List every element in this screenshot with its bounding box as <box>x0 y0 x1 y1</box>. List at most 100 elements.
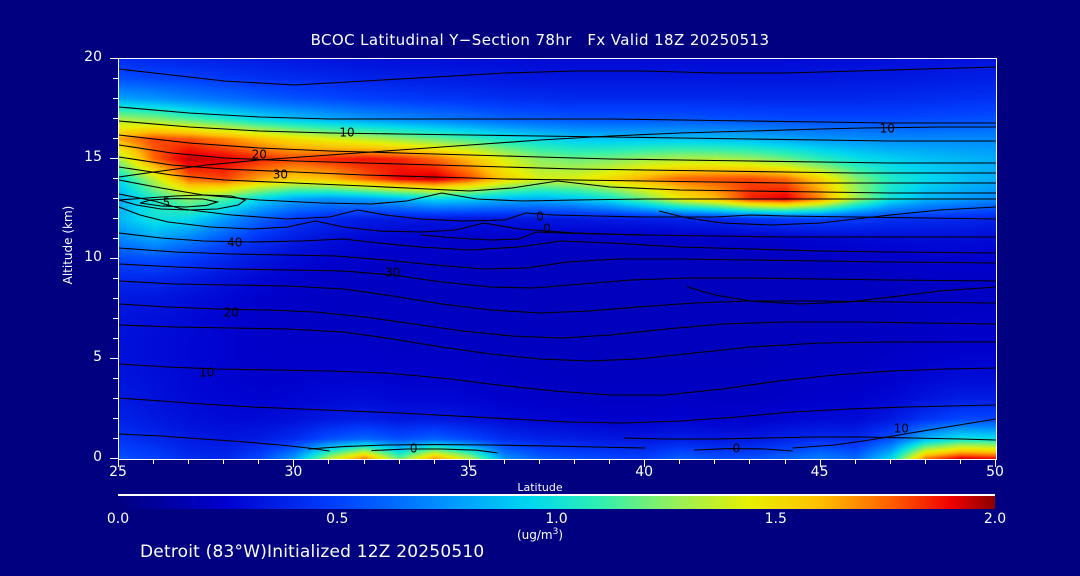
colorbar-tick-label: 1.0 <box>545 511 568 527</box>
colorbar-units: (ug/m3) <box>0 527 1080 542</box>
contour-line <box>119 166 996 194</box>
contour-label: 10 <box>339 126 354 140</box>
contour-label: 0 <box>536 210 544 224</box>
contour-line <box>659 206 996 226</box>
contour-line <box>119 156 996 184</box>
x-axis-minor-tick <box>188 459 190 464</box>
contour-line <box>371 448 498 454</box>
y-axis-tick-label: 0 <box>93 449 102 465</box>
colorbar-units-exponent: 3 <box>552 527 559 537</box>
y-axis-major-tick <box>110 358 118 359</box>
x-axis-minor-tick <box>398 459 400 464</box>
x-axis-minor-tick <box>363 459 365 464</box>
contour-line <box>119 193 996 222</box>
contour-line <box>119 363 996 396</box>
y-axis-minor-tick <box>113 218 118 219</box>
x-axis-major-tick <box>293 459 295 467</box>
x-axis-minor-tick <box>714 459 716 464</box>
contour-line <box>119 194 247 211</box>
contour-label: 10 <box>894 422 909 436</box>
contour-line <box>119 324 996 362</box>
contour-line <box>792 418 996 449</box>
y-axis-minor-tick <box>113 178 118 179</box>
colorbar-tick-label: 0.5 <box>326 511 349 527</box>
contour-line <box>420 231 646 241</box>
x-axis-minor-tick <box>609 459 611 464</box>
y-axis-minor-tick <box>113 338 118 339</box>
x-axis-minor-tick <box>924 459 926 464</box>
contour-label: 0 <box>410 442 418 456</box>
x-axis-major-tick <box>118 459 119 467</box>
x-axis-tick-label: 30 <box>284 464 303 480</box>
x-axis-minor-tick <box>889 459 891 464</box>
heatmap-field <box>119 59 996 459</box>
colorbar-tick-label: 0.0 <box>106 511 130 527</box>
y-axis-minor-tick <box>113 398 118 399</box>
y-axis-major-tick <box>110 458 118 459</box>
contour-line <box>624 436 996 441</box>
contour-label: 30 <box>273 168 288 182</box>
x-axis-minor-tick <box>784 459 786 464</box>
y-axis-minor-tick <box>113 118 118 119</box>
colorbar-units-text: (ug/m <box>516 528 553 542</box>
x-axis-tick-label: 50 <box>986 464 1004 480</box>
contour-label: 5 <box>163 196 171 210</box>
contour-label: 10 <box>880 122 895 136</box>
y-axis-minor-tick <box>113 438 118 439</box>
y-axis-minor-tick <box>113 78 118 79</box>
x-axis-minor-tick <box>258 459 260 464</box>
x-axis-major-tick <box>819 459 821 467</box>
contour-label: 20 <box>224 306 239 320</box>
contour-line <box>139 198 220 208</box>
y-axis-tick-label: 20 <box>84 49 102 65</box>
x-axis-minor-tick <box>538 459 540 464</box>
y-axis-tick-label: 15 <box>84 149 102 165</box>
contour-line <box>119 106 996 124</box>
colorbar-tick-label: 1.5 <box>764 511 787 527</box>
x-axis-tick-label: 45 <box>810 464 829 480</box>
x-axis-minor-tick <box>503 459 505 464</box>
x-axis-tick-label: 25 <box>109 464 127 480</box>
y-axis-major-tick <box>110 58 118 59</box>
x-axis-minor-tick <box>328 459 330 464</box>
y-axis-tick-label: 10 <box>84 249 102 265</box>
contour-line <box>119 126 996 178</box>
colorbar-units-close: ) <box>558 528 564 542</box>
contour-label: 10 <box>199 366 214 380</box>
x-axis-major-tick <box>644 459 646 467</box>
contour-line <box>308 444 646 450</box>
y-axis-label: Altitude (km) <box>61 205 75 285</box>
y-axis-minor-tick <box>113 238 118 239</box>
contour-line <box>119 144 996 174</box>
y-axis-minor-tick <box>113 378 118 379</box>
x-axis-minor-tick <box>959 459 961 464</box>
contour-label: 30 <box>385 266 400 280</box>
contour-line <box>119 397 996 424</box>
y-axis-minor-tick <box>113 138 118 139</box>
contour-line <box>119 134 996 164</box>
x-axis-label: Latitude <box>517 481 563 494</box>
contour-line <box>687 286 996 305</box>
y-axis-minor-tick <box>113 418 118 419</box>
contour-label: 20 <box>252 148 267 162</box>
x-axis-minor-tick <box>749 459 751 464</box>
page-title: BCOC Latitudinal Y−Section 78hr Fx Valid… <box>310 31 770 49</box>
x-axis-minor-tick <box>854 459 856 464</box>
contour-line <box>119 120 996 142</box>
contour-line <box>119 179 996 205</box>
x-axis-major-tick <box>468 459 470 467</box>
contour-label: 0 <box>543 222 551 236</box>
x-axis-major-tick <box>995 459 996 467</box>
x-axis-minor-tick <box>574 459 576 464</box>
colorbar-top-rule <box>118 494 995 496</box>
contour-line <box>119 303 996 339</box>
contour-line <box>119 247 996 270</box>
x-axis-minor-tick <box>223 459 225 464</box>
x-axis-minor-tick <box>679 459 681 464</box>
x-axis-minor-tick <box>153 459 155 464</box>
contour-line <box>694 448 793 452</box>
contour-line <box>119 206 996 238</box>
y-axis-minor-tick <box>113 98 118 99</box>
x-axis-tick-label: 40 <box>635 464 654 480</box>
